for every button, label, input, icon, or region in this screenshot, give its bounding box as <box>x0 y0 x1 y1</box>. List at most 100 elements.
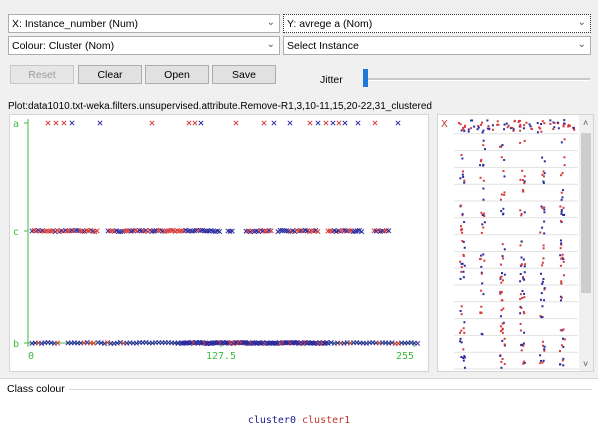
scroll-down-icon[interactable]: ˅ <box>583 359 588 369</box>
matrix-point <box>501 322 504 325</box>
data-point[interactable] <box>309 228 315 234</box>
data-point[interactable] <box>271 120 277 126</box>
data-point[interactable] <box>45 120 51 126</box>
y-axis-select[interactable]: Y: avrege a (Nom) ⌄ <box>283 14 591 33</box>
data-point[interactable] <box>287 120 293 126</box>
matrix-point <box>503 193 506 196</box>
y-tick-label: b <box>13 339 19 350</box>
matrix-point <box>523 271 526 274</box>
matrix-point <box>553 126 556 129</box>
matrix-point <box>503 363 506 366</box>
matrix-point <box>462 356 465 359</box>
data-point[interactable] <box>193 227 199 233</box>
data-point[interactable] <box>268 228 274 234</box>
data-point[interactable] <box>153 228 159 234</box>
matrix-point <box>462 327 465 330</box>
matrix-point <box>562 357 565 360</box>
data-point[interactable] <box>204 228 210 234</box>
data-point[interactable] <box>359 229 365 235</box>
data-point[interactable] <box>178 228 185 234</box>
data-point[interactable] <box>53 120 59 126</box>
data-point[interactable] <box>115 228 122 235</box>
legend-cluster0[interactable]: cluster0 <box>247 415 296 426</box>
data-point[interactable] <box>315 228 321 235</box>
data-point[interactable] <box>273 340 279 346</box>
matrix-scrollbar-thumb[interactable] <box>581 133 591 293</box>
data-point[interactable] <box>192 120 198 126</box>
reset-button[interactable]: Reset <box>10 65 74 84</box>
matrix-point <box>540 272 543 275</box>
scroll-up-icon[interactable]: ˄ <box>583 118 588 128</box>
matrix-point <box>502 321 505 324</box>
data-point[interactable] <box>230 340 236 346</box>
clear-button[interactable]: Clear <box>78 65 142 84</box>
data-point[interactable] <box>216 229 223 235</box>
matrix-point <box>560 198 563 201</box>
data-point[interactable] <box>330 120 336 126</box>
matrix-point <box>481 131 484 134</box>
data-point[interactable] <box>149 228 155 234</box>
matrix-point <box>542 244 545 247</box>
matrix-point <box>559 205 562 208</box>
data-point[interactable] <box>262 228 268 234</box>
x-axis-select[interactable]: X: Instance_number (Num) ⌄ <box>8 14 280 33</box>
data-point[interactable] <box>186 120 192 126</box>
save-button[interactable]: Save <box>212 65 276 84</box>
data-point[interactable] <box>101 340 107 347</box>
data-point[interactable] <box>340 227 346 233</box>
data-point[interactable] <box>149 120 155 126</box>
data-point[interactable] <box>307 120 313 126</box>
data-point[interactable] <box>91 340 97 346</box>
select-instance-dropdown[interactable]: Select Instance ⌄ <box>283 36 591 55</box>
matrix-point <box>461 157 464 160</box>
data-point[interactable] <box>261 120 267 126</box>
data-point[interactable] <box>342 120 348 126</box>
data-point[interactable] <box>279 227 285 234</box>
data-point[interactable] <box>415 340 421 346</box>
matrix-point <box>543 288 546 291</box>
data-point[interactable] <box>336 120 342 126</box>
data-point[interactable] <box>323 120 329 126</box>
scatter-plot-area[interactable]: a c b 0 127.5 255 <box>9 114 429 372</box>
data-point[interactable] <box>199 339 205 345</box>
chevron-down-icon: ⌄ <box>577 17 586 28</box>
colour-select[interactable]: Colour: Cluster (Nom) ⌄ <box>8 36 280 55</box>
data-point[interactable] <box>346 228 352 234</box>
data-point[interactable] <box>233 120 239 126</box>
data-point[interactable] <box>105 228 111 234</box>
data-point[interactable] <box>191 340 197 346</box>
matrix-point <box>525 121 528 124</box>
data-point[interactable] <box>386 228 392 234</box>
open-button[interactable]: Open <box>145 65 209 84</box>
matrix-point <box>541 316 544 319</box>
matrix-point <box>502 207 505 210</box>
data-point[interactable] <box>229 228 235 234</box>
data-point[interactable] <box>355 120 361 126</box>
jitter-slider-track[interactable] <box>365 78 590 81</box>
data-point[interactable] <box>298 228 304 234</box>
legend-cluster1[interactable]: cluster1 <box>302 415 351 426</box>
matrix-point <box>500 309 503 312</box>
matrix-point <box>541 305 544 308</box>
matrix-point <box>523 263 526 266</box>
data-point[interactable] <box>61 120 67 126</box>
matrix-point <box>543 232 546 235</box>
data-point[interactable] <box>94 228 100 234</box>
data-point[interactable] <box>395 120 401 126</box>
data-point[interactable] <box>198 120 204 126</box>
data-point[interactable] <box>379 228 385 234</box>
matrix-point <box>503 337 506 340</box>
data-point[interactable] <box>372 120 378 126</box>
data-point[interactable] <box>55 340 61 346</box>
data-point[interactable] <box>315 120 321 126</box>
data-point[interactable] <box>296 228 302 234</box>
matrix-point <box>500 263 503 266</box>
matrix-point <box>520 256 523 259</box>
data-point[interactable] <box>69 120 75 126</box>
matrix-point <box>539 127 542 130</box>
data-point[interactable] <box>97 120 103 126</box>
data-point[interactable] <box>247 340 253 347</box>
jitter-slider-thumb[interactable] <box>363 69 368 87</box>
attribute-matrix-panel[interactable]: X ˄ ˅ <box>437 114 594 372</box>
data-point[interactable] <box>281 228 287 234</box>
